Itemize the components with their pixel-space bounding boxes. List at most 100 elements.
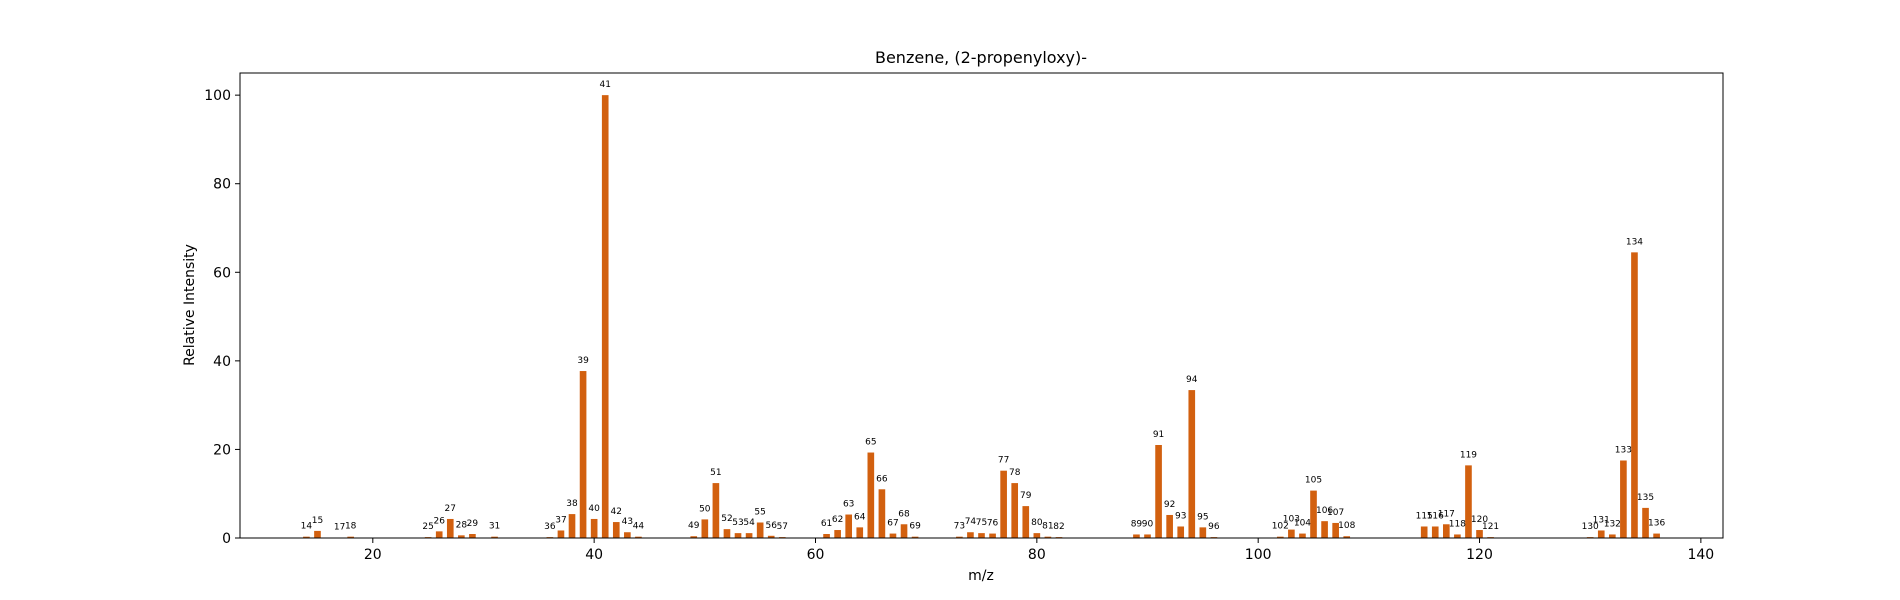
- bar: [856, 527, 864, 538]
- peak-label: 103: [1283, 515, 1300, 525]
- bar: [1310, 490, 1317, 538]
- peak-label: 77: [998, 456, 1009, 466]
- bar: [701, 519, 709, 538]
- peak-label: 102: [1272, 522, 1289, 532]
- peak-label: 119: [1460, 450, 1477, 460]
- peak-label: 17: [334, 523, 345, 533]
- plot-frame: [239, 72, 1724, 539]
- peak-label: 105: [1305, 476, 1322, 486]
- bar: [1642, 507, 1649, 538]
- x-tick-label: 60: [807, 547, 825, 563]
- peak-label: 37: [555, 515, 566, 525]
- bar: [1321, 521, 1328, 538]
- bar: [1199, 527, 1207, 538]
- y-axis-title: Relative Intensity: [182, 244, 198, 366]
- peak-label: 96: [1208, 522, 1220, 532]
- bar: [303, 536, 310, 538]
- peak-label: 65: [865, 438, 876, 448]
- bar: [1011, 483, 1019, 538]
- x-tick-label: 140: [1687, 547, 1714, 563]
- peak-label: 108: [1338, 521, 1355, 531]
- bars-group: [303, 95, 1660, 539]
- x-tick-label: 20: [364, 547, 382, 563]
- bar: [1653, 533, 1660, 538]
- bar: [745, 533, 753, 538]
- bar: [823, 534, 830, 538]
- peak-label: 135: [1637, 493, 1654, 503]
- peak-label: 53: [732, 518, 743, 528]
- bar: [690, 536, 698, 538]
- peak-label: 67: [887, 519, 898, 529]
- peak-label: 42: [611, 507, 622, 517]
- peak-label: 80: [1031, 518, 1043, 528]
- peak-label: 76: [987, 519, 999, 529]
- bar: [834, 530, 841, 538]
- bar: [1288, 529, 1295, 538]
- bar: [314, 530, 321, 538]
- bar: [967, 532, 974, 538]
- bar: [1431, 526, 1439, 538]
- bar: [1144, 534, 1151, 538]
- peak-label: 51: [710, 468, 721, 478]
- peak-label: 49: [688, 521, 700, 531]
- peak-label: 15: [312, 516, 323, 526]
- bar: [1631, 252, 1638, 539]
- peak-label: 62: [832, 515, 843, 525]
- peak-label: 115: [1416, 511, 1433, 521]
- bar: [712, 483, 720, 538]
- bar: [1597, 530, 1605, 538]
- peak-label: 75: [976, 518, 987, 528]
- bar: [1276, 536, 1284, 538]
- peak-label: 91: [1153, 430, 1164, 440]
- peak-label: 78: [1009, 468, 1021, 478]
- peak-label: 118: [1449, 519, 1466, 529]
- bar: [889, 533, 897, 538]
- bar: [590, 518, 598, 538]
- peak-label: 50: [699, 504, 711, 514]
- bar: [989, 533, 996, 538]
- bar: [435, 531, 443, 538]
- bar: [469, 534, 476, 538]
- peak-label: 107: [1327, 508, 1344, 518]
- peak-label: 56: [765, 521, 777, 531]
- peak-label: 27: [445, 504, 456, 514]
- peak-label: 64: [854, 512, 866, 522]
- bar: [458, 535, 465, 538]
- peak-label: 92: [1164, 500, 1175, 510]
- bar: [867, 452, 875, 538]
- peak-label: 39: [577, 356, 589, 366]
- bar: [1133, 534, 1140, 538]
- x-axis: 20 40 60 80 100 120 140: [364, 538, 1714, 563]
- peak-label: 131: [1593, 515, 1610, 525]
- y-tick-label: 0: [222, 531, 231, 547]
- peak-label: 89: [1131, 519, 1143, 529]
- peak-label: 136: [1648, 519, 1665, 529]
- bar: [1155, 445, 1162, 538]
- peak-label: 28: [456, 520, 468, 530]
- bar: [1443, 524, 1450, 538]
- peak-label: 43: [622, 517, 633, 527]
- peak-label: 93: [1175, 511, 1186, 521]
- peak-label: 82: [1053, 522, 1064, 532]
- peak-label: 66: [876, 474, 888, 484]
- peak-label: 36: [544, 522, 556, 532]
- y-tick-label: 40: [213, 354, 231, 370]
- bar: [900, 524, 908, 538]
- bar: [1465, 465, 1472, 538]
- bar: [756, 522, 764, 538]
- y-tick-label: 100: [204, 88, 231, 104]
- x-axis-title: m/z: [968, 568, 994, 584]
- peak-label: 95: [1197, 512, 1208, 522]
- peak-label: 132: [1604, 519, 1621, 529]
- bar: [911, 536, 919, 538]
- bar: [568, 514, 576, 538]
- peak-label: 106: [1316, 506, 1333, 516]
- peak-label: 31: [489, 522, 500, 532]
- peak-label: 18: [345, 522, 357, 532]
- peak-label: 68: [898, 509, 910, 519]
- bar: [878, 489, 886, 538]
- peak-label: 81: [1042, 522, 1053, 532]
- peak-label: 130: [1582, 522, 1599, 532]
- bar: [845, 514, 853, 538]
